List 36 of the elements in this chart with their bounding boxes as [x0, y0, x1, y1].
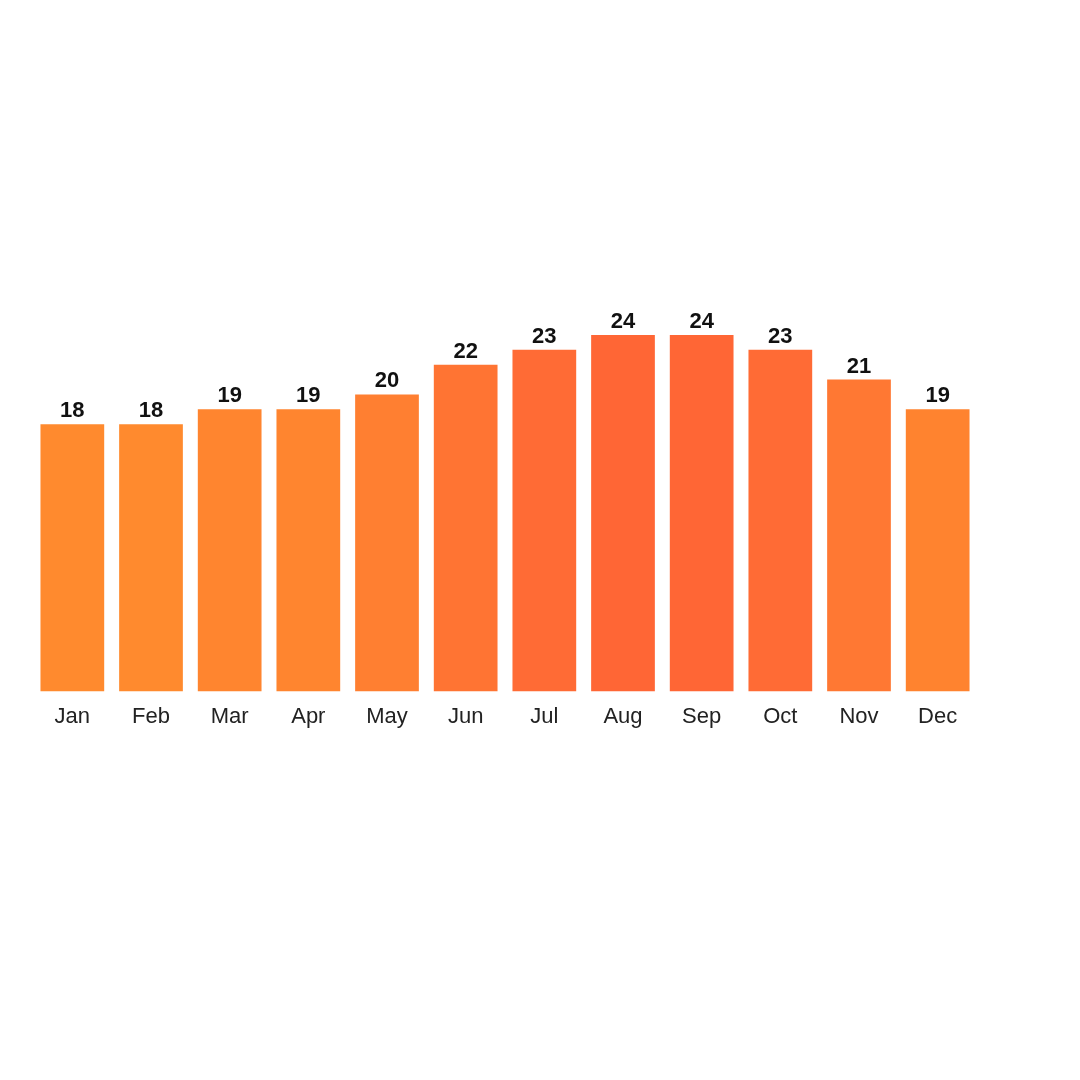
data-label: 23 — [768, 322, 793, 348]
data-label: 24 — [610, 308, 636, 334]
x-tick-label: Oct — [763, 702, 798, 728]
bar — [591, 335, 655, 692]
data-label: 21 — [846, 352, 872, 378]
bar — [40, 424, 105, 692]
data-label: 23 — [532, 322, 557, 348]
bar — [197, 409, 262, 692]
x-tick-label: Dec — [918, 702, 958, 728]
x-tick-label: Mar — [210, 702, 249, 728]
bar — [433, 364, 498, 692]
data-label: 18 — [138, 397, 164, 423]
bar — [827, 379, 891, 692]
bar — [276, 409, 341, 692]
x-tick-label: Apr — [291, 702, 326, 728]
bar — [119, 424, 183, 692]
x-tick-label: Sep — [682, 702, 722, 728]
x-tick-label: Jul — [530, 702, 559, 728]
data-label: 18 — [60, 397, 85, 423]
data-label: 22 — [453, 337, 478, 363]
data-label: 24 — [689, 308, 715, 334]
bar — [355, 394, 419, 692]
x-tick-label: Aug — [603, 702, 643, 728]
data-label: 19 — [296, 382, 321, 408]
bar — [512, 349, 577, 692]
x-tick-label: Feb — [132, 702, 170, 728]
data-label: 19 — [217, 382, 242, 408]
x-tick-label: Nov — [839, 702, 879, 728]
bar — [669, 335, 734, 692]
bar — [748, 349, 813, 692]
bar — [905, 409, 970, 692]
data-label: 19 — [925, 382, 950, 408]
x-tick-label: Jan — [54, 702, 91, 728]
x-tick-label: May — [366, 702, 408, 728]
x-tick-label: Jun — [447, 702, 484, 728]
data-label: 20 — [374, 367, 400, 393]
